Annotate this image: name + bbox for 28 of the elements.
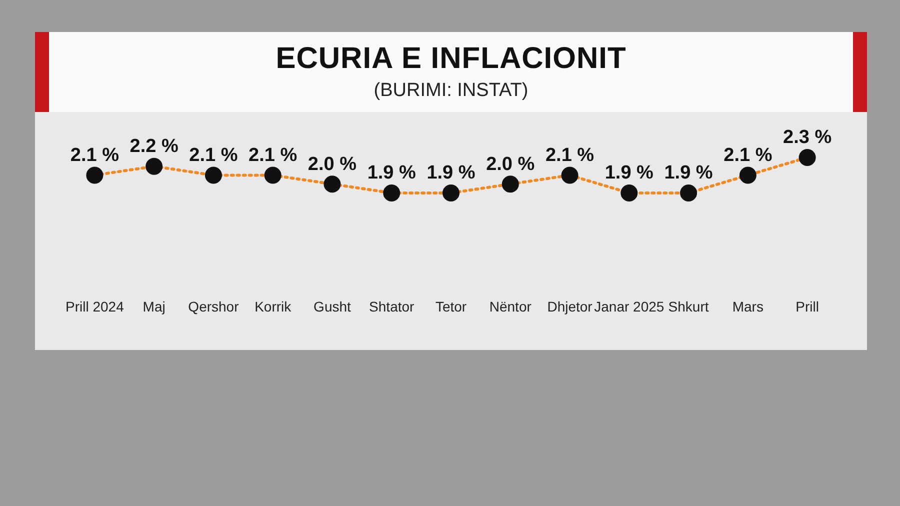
x-tick-label: Qershor — [188, 298, 240, 314]
x-tick-label: Shtator — [369, 298, 415, 314]
data-label: 2.1 % — [70, 144, 120, 166]
data-label: 2.2 % — [130, 136, 178, 158]
x-tick-label: Tetor — [435, 298, 467, 314]
x-tick-label: Dhjetor — [547, 298, 593, 314]
data-label: 2.0 % — [308, 154, 357, 175]
x-tick-label: Prill — [796, 298, 819, 314]
chart-subtitle: (BURIMI: INSTAT) — [372, 80, 530, 102]
data-label: 1.9 % — [604, 162, 654, 184]
x-tick-label: Janar 2025 — [594, 298, 664, 314]
x-tick-label: Mars — [732, 298, 764, 314]
data-label: 2.1 % — [724, 144, 772, 166]
chart-title: ECURIA E INFLACIONIT — [274, 41, 628, 76]
x-tick-label: Shkurt — [668, 298, 709, 314]
data-label: 2.1 % — [248, 144, 298, 166]
data-label: 1.9 % — [367, 162, 416, 184]
data-label: 2.1 % — [189, 144, 238, 166]
data-label: 1.9 % — [664, 162, 713, 184]
data-label: 2.3 % — [783, 127, 832, 148]
x-tick-label: Nëntor — [489, 298, 532, 314]
data-label: 1.9 % — [426, 162, 476, 184]
x-tick-label: Korrik — [254, 298, 292, 314]
x-tick-label: Prill 2024 — [66, 298, 124, 314]
x-tick-label: Maj — [142, 298, 166, 314]
data-label: 2.1 % — [545, 144, 594, 166]
x-tick-label: Gusht — [314, 298, 352, 314]
data-label: 2.0 % — [486, 154, 535, 175]
